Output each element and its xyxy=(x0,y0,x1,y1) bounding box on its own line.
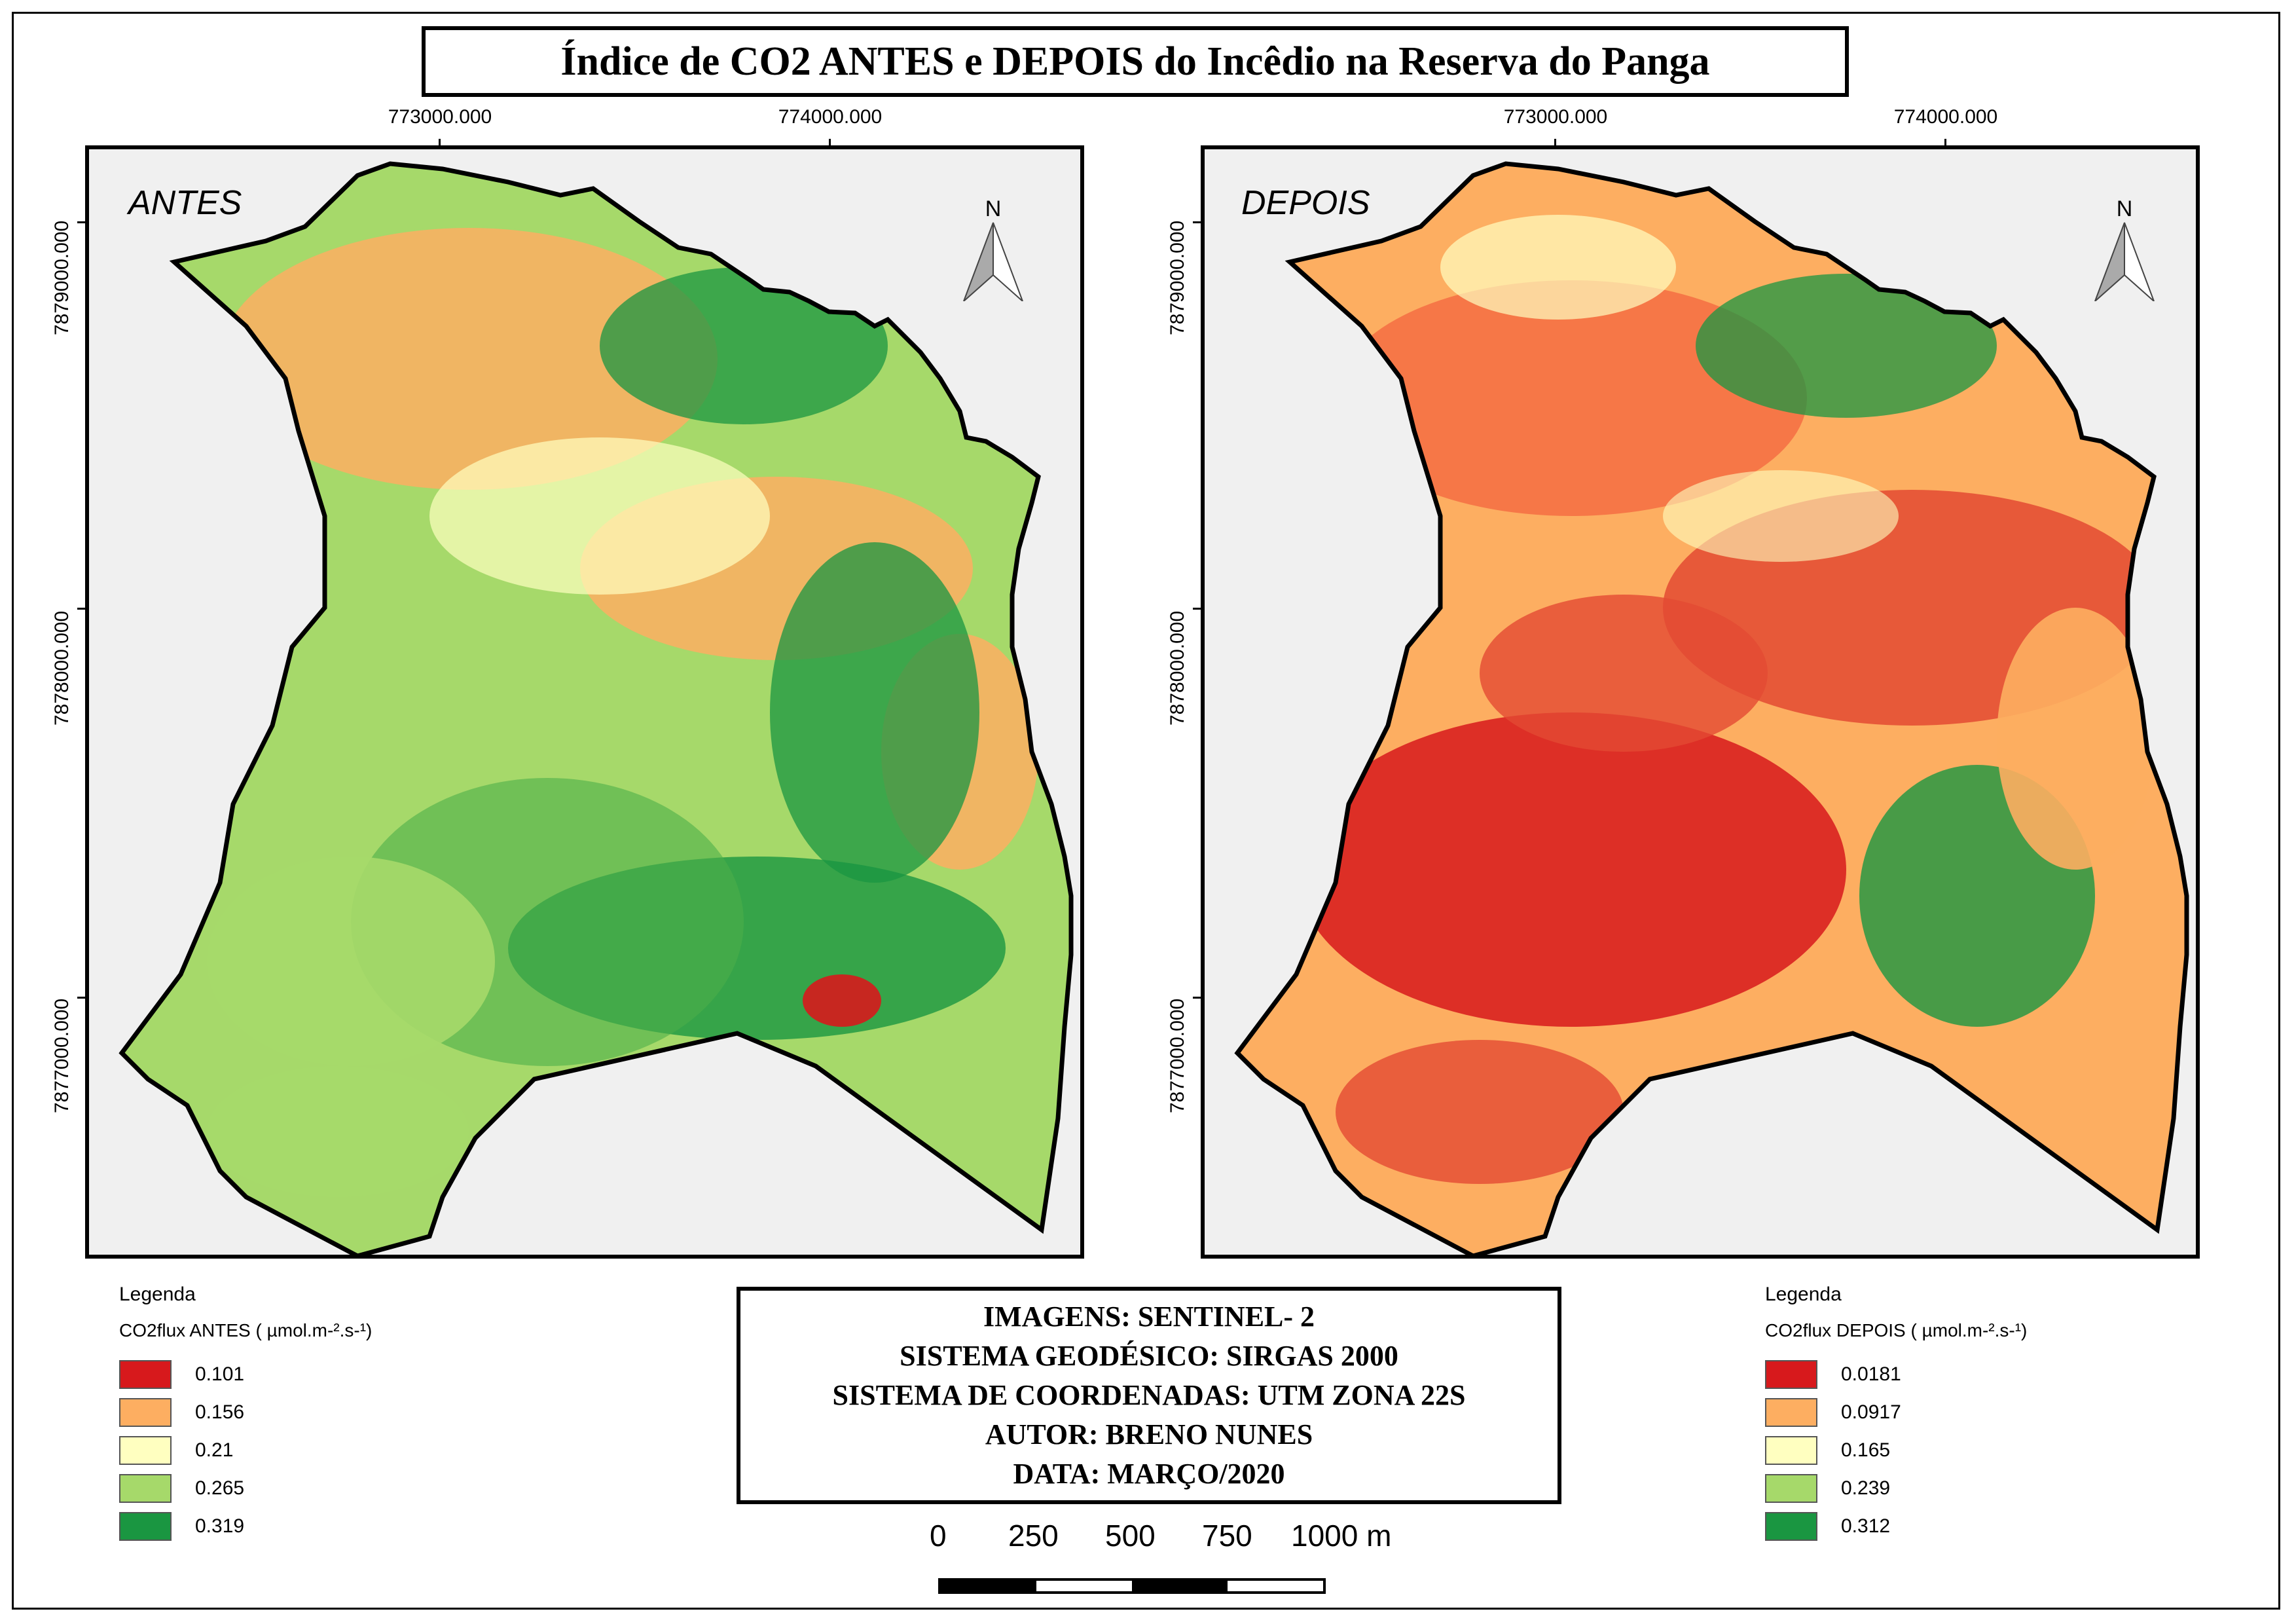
legend-item: 0.156 xyxy=(119,1393,372,1431)
legend-value: 0.312 xyxy=(1841,1515,1891,1537)
grid-tick xyxy=(1944,139,1946,148)
map-frame-antes[interactable] xyxy=(85,145,1084,1259)
north-arrow-depois: N xyxy=(2088,196,2160,302)
legend-depois: Legenda CO2flux DEPOIS ( µmol.m-².s-¹) 0… xyxy=(1765,1283,2027,1545)
legend-value: 0.156 xyxy=(195,1401,245,1423)
legend-value: 0.101 xyxy=(195,1363,245,1385)
panel-label-depois: DEPOIS xyxy=(1241,184,1370,222)
legend-item: 0.165 xyxy=(1765,1431,2027,1469)
grid-tick xyxy=(1554,139,1556,148)
grid-y-label: 7878000.000 xyxy=(1167,610,1188,726)
grid-x-label: 773000.000 xyxy=(388,106,492,128)
grid-x-label: 773000.000 xyxy=(1503,106,1608,128)
legend-item: 0.101 xyxy=(119,1356,372,1393)
grid-x-label: 774000.000 xyxy=(1893,106,1998,128)
grid-y-label: 7877000.000 xyxy=(51,998,73,1113)
grid-tick xyxy=(1193,997,1202,999)
map-canvas-antes xyxy=(118,161,1074,1255)
reserve-boundary-antes xyxy=(118,161,1074,1255)
legend-value: 0.0181 xyxy=(1841,1363,1901,1385)
scale-label: 750 xyxy=(1202,1519,1252,1553)
north-arrow-icon xyxy=(2094,222,2155,302)
legend-swatch xyxy=(119,1512,172,1541)
legend-swatch xyxy=(119,1398,172,1427)
scale-segment xyxy=(1228,1581,1323,1591)
scale-label: 1000 m xyxy=(1291,1519,1392,1553)
legend-swatch xyxy=(1765,1512,1817,1541)
grid-tick xyxy=(829,139,831,148)
scale-label: 0 xyxy=(930,1519,947,1553)
grid-y-label: 7879000.000 xyxy=(51,220,73,335)
scale-segment xyxy=(941,1581,1036,1591)
map-frame-depois[interactable] xyxy=(1201,145,2200,1259)
info-box: IMAGENS: SENTINEL- 2 SISTEMA GEODÉSICO: … xyxy=(737,1287,1561,1504)
grid-tick xyxy=(77,997,86,999)
panel-label-antes: ANTES xyxy=(128,184,242,222)
grid-tick xyxy=(1193,221,1202,223)
scale-bar xyxy=(938,1578,1326,1594)
north-arrow-icon xyxy=(963,222,1023,302)
grid-y-label: 7879000.000 xyxy=(1167,220,1188,335)
legend-swatch xyxy=(119,1360,172,1389)
grid-y-label: 7877000.000 xyxy=(1167,998,1188,1113)
legend-antes: Legenda CO2flux ANTES ( µmol.m-².s-¹) 0.… xyxy=(119,1283,372,1545)
title-box: Índice de CO2 ANTES e DEPOIS do Incêdio … xyxy=(422,26,1849,97)
grid-y-label: 7878000.000 xyxy=(51,610,73,726)
legend-swatch xyxy=(119,1474,172,1503)
north-letter: N xyxy=(2116,196,2133,221)
legend-heading: Legenda xyxy=(1765,1283,1842,1305)
legend-value: 0.265 xyxy=(195,1477,245,1499)
scale-segment xyxy=(1132,1581,1228,1591)
legend-item: 0.319 xyxy=(119,1507,372,1545)
legend-value: 0.0917 xyxy=(1841,1401,1901,1423)
legend-item: 0.21 xyxy=(119,1431,372,1469)
legend-value: 0.165 xyxy=(1841,1439,1891,1461)
legend-item: 0.0181 xyxy=(1765,1356,2027,1393)
info-images: IMAGENS: SENTINEL- 2 xyxy=(983,1301,1315,1333)
map-canvas-depois xyxy=(1234,161,2189,1255)
legend-swatch xyxy=(1765,1436,1817,1465)
raster-depois xyxy=(1237,164,2187,1255)
north-arrow-antes: N xyxy=(957,196,1029,302)
legend-swatch xyxy=(119,1436,172,1465)
map-title: Índice de CO2 ANTES e DEPOIS do Incêdio … xyxy=(560,39,1710,84)
grid-tick xyxy=(439,139,441,148)
legend-item: 0.312 xyxy=(1765,1507,2027,1545)
grid-tick xyxy=(77,608,86,610)
reserve-boundary-depois xyxy=(1234,161,2189,1255)
raster-antes xyxy=(122,164,1071,1255)
scale-segment xyxy=(1036,1581,1132,1591)
legend-heading: Legenda xyxy=(119,1283,196,1305)
page-border xyxy=(12,12,2280,1610)
north-letter: N xyxy=(985,196,1002,221)
info-geodetic: SISTEMA GEODÉSICO: SIRGAS 2000 xyxy=(900,1340,1398,1372)
grid-x-label: 774000.000 xyxy=(778,106,883,128)
grid-tick xyxy=(77,221,86,223)
legend-swatch xyxy=(1765,1360,1817,1389)
legend-value: 0.319 xyxy=(195,1515,245,1537)
info-author: AUTOR: BRENO NUNES xyxy=(985,1418,1313,1450)
legend-value: 0.239 xyxy=(1841,1477,1891,1499)
grid-tick xyxy=(1193,608,1202,610)
info-coordinates: SISTEMA DE COORDENADAS: UTM ZONA 22S xyxy=(832,1379,1466,1411)
scale-label: 500 xyxy=(1105,1519,1156,1553)
legend-subtitle: CO2flux DEPOIS ( µmol.m-².s-¹) xyxy=(1765,1320,2028,1340)
legend-swatch xyxy=(1765,1474,1817,1503)
legend-item: 0.265 xyxy=(119,1469,372,1507)
legend-item: 0.239 xyxy=(1765,1469,2027,1507)
info-date: DATA: MARÇO/2020 xyxy=(1013,1458,1285,1490)
legend-value: 0.21 xyxy=(195,1439,234,1461)
legend-swatch xyxy=(1765,1398,1817,1427)
legend-subtitle: CO2flux ANTES ( µmol.m-².s-¹) xyxy=(119,1320,373,1340)
legend-item: 0.0917 xyxy=(1765,1393,2027,1431)
scale-label: 250 xyxy=(1008,1519,1059,1553)
